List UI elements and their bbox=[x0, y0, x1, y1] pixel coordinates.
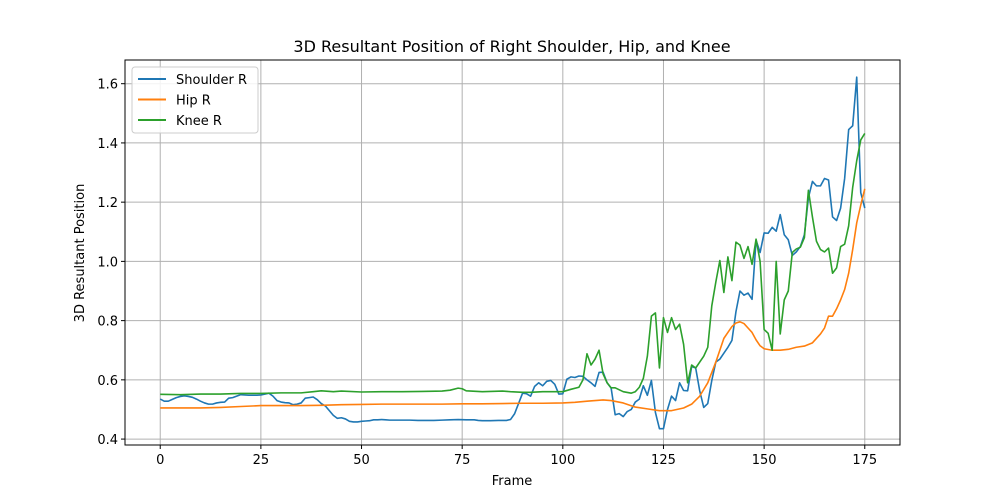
y-tick-label: 0.8 bbox=[97, 315, 118, 330]
y-tick-label: 0.6 bbox=[97, 374, 118, 389]
x-axis-label: Frame bbox=[492, 474, 533, 489]
series-layer bbox=[159, 76, 866, 430]
y-tick-label: 1.4 bbox=[97, 137, 118, 152]
y-tick-label: 1.6 bbox=[97, 78, 118, 93]
x-tick-label: 150 bbox=[752, 453, 777, 468]
x-tick-label: 100 bbox=[550, 453, 575, 468]
y-tick-label: 0.4 bbox=[97, 433, 118, 448]
y-tick-label: 1.0 bbox=[97, 255, 118, 270]
series-line-knee-r bbox=[160, 133, 866, 396]
chart-title: 3D Resultant Position of Right Shoulder,… bbox=[293, 37, 730, 56]
plot-frame bbox=[124, 59, 901, 446]
legend-label-knee-r: Knee R bbox=[176, 114, 222, 129]
x-tick-label: 25 bbox=[253, 453, 270, 468]
x-tick-label: 50 bbox=[353, 453, 370, 468]
y-axis-label: 3D Resultant Position bbox=[73, 184, 88, 323]
x-tick-label: 175 bbox=[852, 453, 877, 468]
legend: Shoulder R Hip R Knee R bbox=[131, 66, 259, 134]
x-tick-label: 0 bbox=[156, 453, 164, 468]
axis-ticks: 0 25 50 75 100 125 150 175 0.4 0.6 0.8 1.0 1.2 1.4 1.6 bbox=[97, 78, 877, 468]
series-line-hip-r bbox=[160, 188, 866, 412]
x-tick-label: 125 bbox=[651, 453, 676, 468]
grid-lines bbox=[125, 60, 900, 445]
legend-label-shoulder-r: Shoulder R bbox=[176, 73, 247, 88]
legend-label-hip-r: Hip R bbox=[176, 94, 211, 109]
y-tick-label: 1.2 bbox=[97, 196, 118, 211]
x-tick-label: 75 bbox=[454, 453, 471, 468]
legend-box bbox=[131, 66, 259, 134]
